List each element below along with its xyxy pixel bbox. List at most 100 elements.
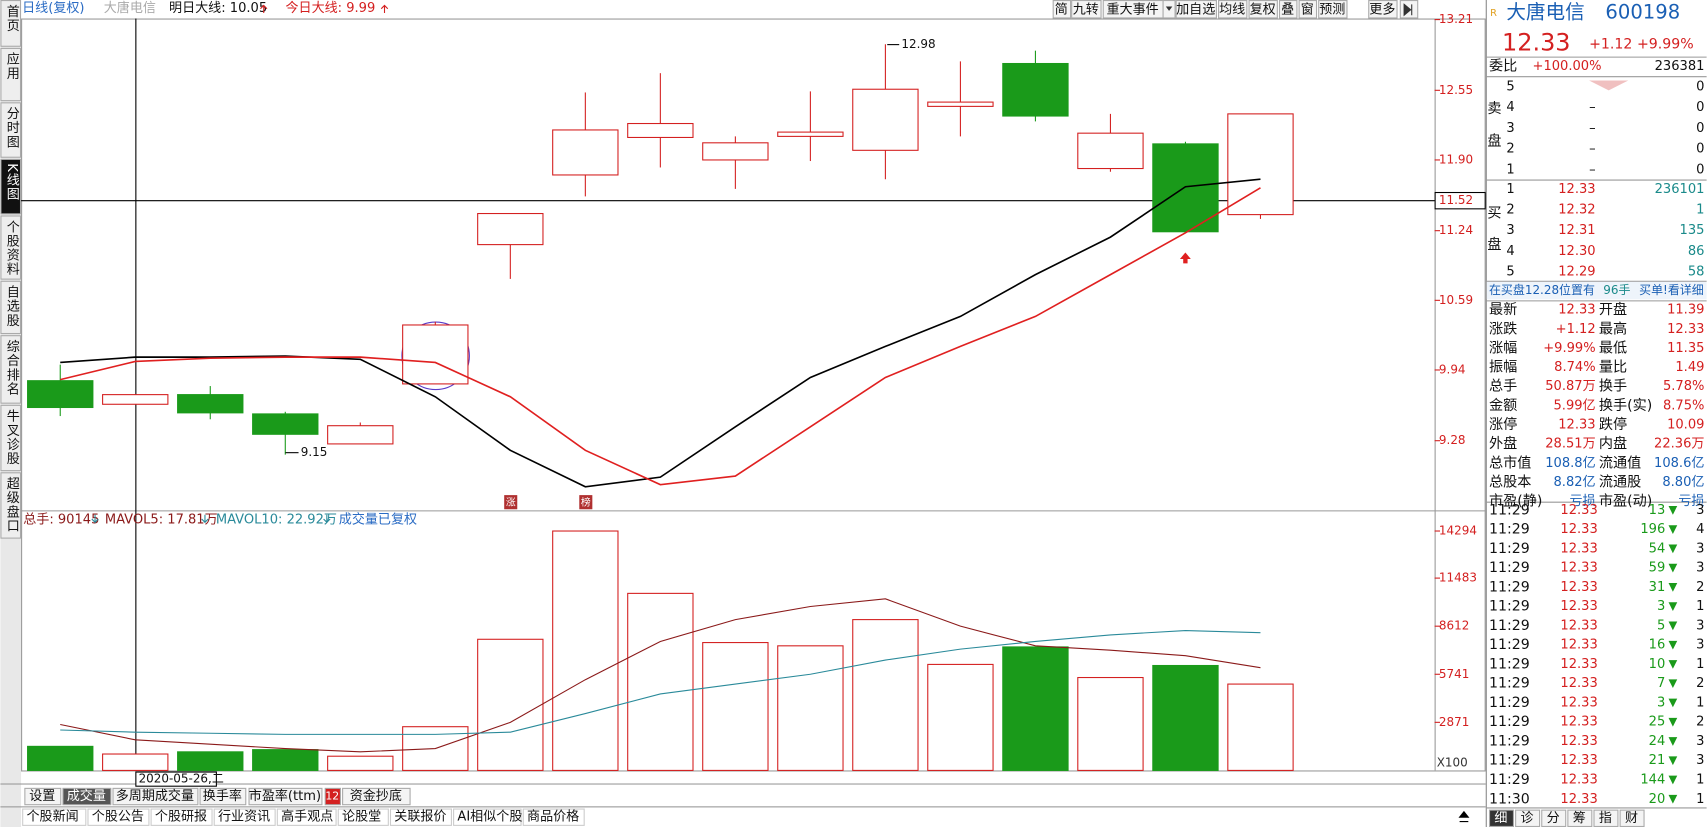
toolbar-button-label[interactable]: 重大事件 bbox=[1107, 1, 1159, 17]
side-tab-label[interactable]: 应用 bbox=[4, 52, 20, 81]
toolbar-button-label[interactable]: 均线 bbox=[1219, 2, 1245, 17]
bottom-tab[interactable] bbox=[248, 787, 323, 806]
toolbar-button-label[interactable]: 预测 bbox=[1319, 2, 1345, 17]
bottom-tab[interactable] bbox=[112, 787, 199, 806]
stat-label: 流通值 bbox=[1599, 455, 1641, 471]
toolbar-button[interactable] bbox=[1175, 0, 1217, 19]
toolbar-button[interactable] bbox=[1071, 0, 1102, 19]
stat-value: 108.6亿 bbox=[1654, 456, 1704, 471]
toolbar-button-label[interactable]: 窗 bbox=[1301, 1, 1314, 17]
toolbar-button-label[interactable]: 复权 bbox=[1250, 1, 1276, 17]
bottom-tab-label[interactable]: 成交量 bbox=[67, 788, 106, 804]
toolbar-button[interactable] bbox=[1368, 0, 1398, 19]
bottom-link-label[interactable]: 商品价格 bbox=[527, 809, 579, 825]
side-tab[interactable] bbox=[0, 472, 22, 539]
bottom-link-label[interactable]: 论股堂 bbox=[342, 810, 381, 825]
stat-label: 总市值 bbox=[1489, 454, 1531, 471]
toolbar-button-label[interactable]: 九转 bbox=[1073, 2, 1099, 17]
toolbar-button-label[interactable]: 叠 bbox=[1281, 2, 1294, 17]
bottom-link-label[interactable]: 个股公告 bbox=[92, 810, 144, 825]
stat-label: 总手 bbox=[1489, 379, 1517, 395]
level: 5 bbox=[1506, 80, 1514, 95]
trade-count: 2 bbox=[1696, 715, 1704, 730]
side-tab[interactable] bbox=[0, 102, 22, 158]
side-tab-label[interactable]: 综合排名 bbox=[4, 340, 20, 397]
panel-tab[interactable] bbox=[1541, 809, 1567, 827]
nav-icon bbox=[1403, 3, 1413, 17]
book-volume: 1 bbox=[1696, 203, 1704, 218]
toolbar-button[interactable] bbox=[1052, 0, 1072, 19]
current-label: 11.52 bbox=[1439, 193, 1473, 207]
book-price: 12.30 bbox=[1558, 244, 1595, 259]
notice-link[interactable]: 买单!看详细 bbox=[1639, 282, 1704, 297]
bottom-tab-label[interactable]: 市盈率(ttm) bbox=[249, 788, 321, 804]
volume-bar bbox=[1077, 676, 1144, 771]
bottom-link-label[interactable]: 高手观点 bbox=[281, 809, 333, 825]
bottom-tab-label[interactable]: 资金抄底 bbox=[350, 788, 402, 804]
bottom-tab-label[interactable]: 设置 bbox=[29, 789, 55, 804]
toolbar-button-label[interactable]: 简 bbox=[1055, 1, 1068, 17]
side-tab-label[interactable]: 自选股 bbox=[4, 285, 20, 328]
side-tab[interactable] bbox=[0, 335, 22, 404]
side-tab-label[interactable]: 分时图 bbox=[4, 107, 20, 149]
panel-tab[interactable] bbox=[1567, 809, 1593, 827]
bottom-link-label[interactable]: 个股研报 bbox=[155, 810, 207, 825]
bottom-link-label[interactable]: 个股新闻 bbox=[27, 809, 79, 825]
panel-tab-label[interactable]: 指 bbox=[1599, 811, 1612, 826]
side-tab[interactable] bbox=[0, 158, 22, 215]
toolbar-button[interactable] bbox=[1278, 0, 1298, 19]
trade-volume: 25 bbox=[1649, 715, 1666, 730]
bottom-tab[interactable] bbox=[342, 787, 411, 806]
side-tab-label[interactable]: K线图 bbox=[4, 163, 20, 201]
panel-tab-label[interactable]: 筹 bbox=[1573, 810, 1586, 826]
panel-tab[interactable] bbox=[1515, 809, 1541, 827]
panel-tab-label[interactable]: 财 bbox=[1625, 811, 1638, 826]
bottom-tab[interactable] bbox=[24, 787, 62, 806]
trade-time: 11:29 bbox=[1489, 695, 1530, 711]
bottom-link[interactable] bbox=[87, 808, 150, 826]
bottom-link[interactable] bbox=[22, 808, 87, 826]
bottom-link[interactable] bbox=[150, 808, 213, 826]
panel-tab[interactable] bbox=[1488, 809, 1515, 827]
bottom-link[interactable] bbox=[522, 808, 585, 826]
panel-tab[interactable] bbox=[1593, 809, 1619, 827]
toolbar-button[interactable] bbox=[1248, 0, 1278, 19]
side-tab-label[interactable]: 牛叉诊股 bbox=[4, 409, 20, 466]
bottom-tab-label[interactable]: 换手率 bbox=[203, 788, 242, 804]
side-tab[interactable] bbox=[0, 0, 22, 47]
toolbar-button[interactable] bbox=[1298, 0, 1318, 19]
volume-bar bbox=[1002, 646, 1069, 771]
bottom-link[interactable] bbox=[337, 808, 389, 826]
bottom-tab[interactable] bbox=[62, 787, 112, 806]
panel-tab[interactable] bbox=[1619, 809, 1645, 827]
down-arrow-icon bbox=[1668, 640, 1678, 650]
bottom-link[interactable] bbox=[276, 808, 337, 826]
side-tab[interactable] bbox=[0, 215, 22, 280]
side-tab[interactable] bbox=[0, 280, 22, 335]
stat-label: 最新 bbox=[1489, 302, 1517, 318]
toolbar-button[interactable] bbox=[1218, 0, 1248, 19]
toolbar-button-label[interactable]: 更多 bbox=[1369, 1, 1395, 17]
stat-value: 1.49 bbox=[1675, 360, 1704, 375]
bottom-tab-label[interactable]: 多周期成交量 bbox=[116, 788, 194, 804]
down-arrow-icon bbox=[1668, 602, 1678, 612]
bottom-link[interactable] bbox=[213, 808, 276, 826]
side-tab-label[interactable]: 个股资料 bbox=[4, 220, 20, 277]
stat-value: 8.82亿 bbox=[1554, 475, 1596, 490]
side-tab[interactable] bbox=[0, 404, 22, 472]
panel-tab-label[interactable]: 细 bbox=[1494, 811, 1507, 826]
candle-body bbox=[327, 425, 394, 445]
bottom-tab[interactable] bbox=[199, 787, 247, 806]
side-tab-label[interactable]: 超级盘口 bbox=[4, 477, 20, 534]
bottom-link-label[interactable]: AI相似个股 bbox=[457, 810, 522, 825]
bottom-link-label[interactable]: 关联报价 bbox=[394, 810, 446, 825]
bottom-link[interactable] bbox=[389, 808, 452, 826]
panel-tab-label[interactable]: 诊 bbox=[1521, 811, 1534, 826]
panel-tab-label[interactable]: 分 bbox=[1547, 811, 1560, 826]
side-tab-label[interactable]: 首页 bbox=[4, 4, 20, 32]
bottom-link[interactable] bbox=[453, 808, 522, 826]
toolbar-button-label[interactable]: 加自选 bbox=[1176, 2, 1215, 17]
bottom-link-label[interactable]: 行业资讯 bbox=[218, 810, 270, 825]
toolbar-button[interactable] bbox=[1318, 0, 1348, 19]
side-tab[interactable] bbox=[0, 47, 22, 102]
